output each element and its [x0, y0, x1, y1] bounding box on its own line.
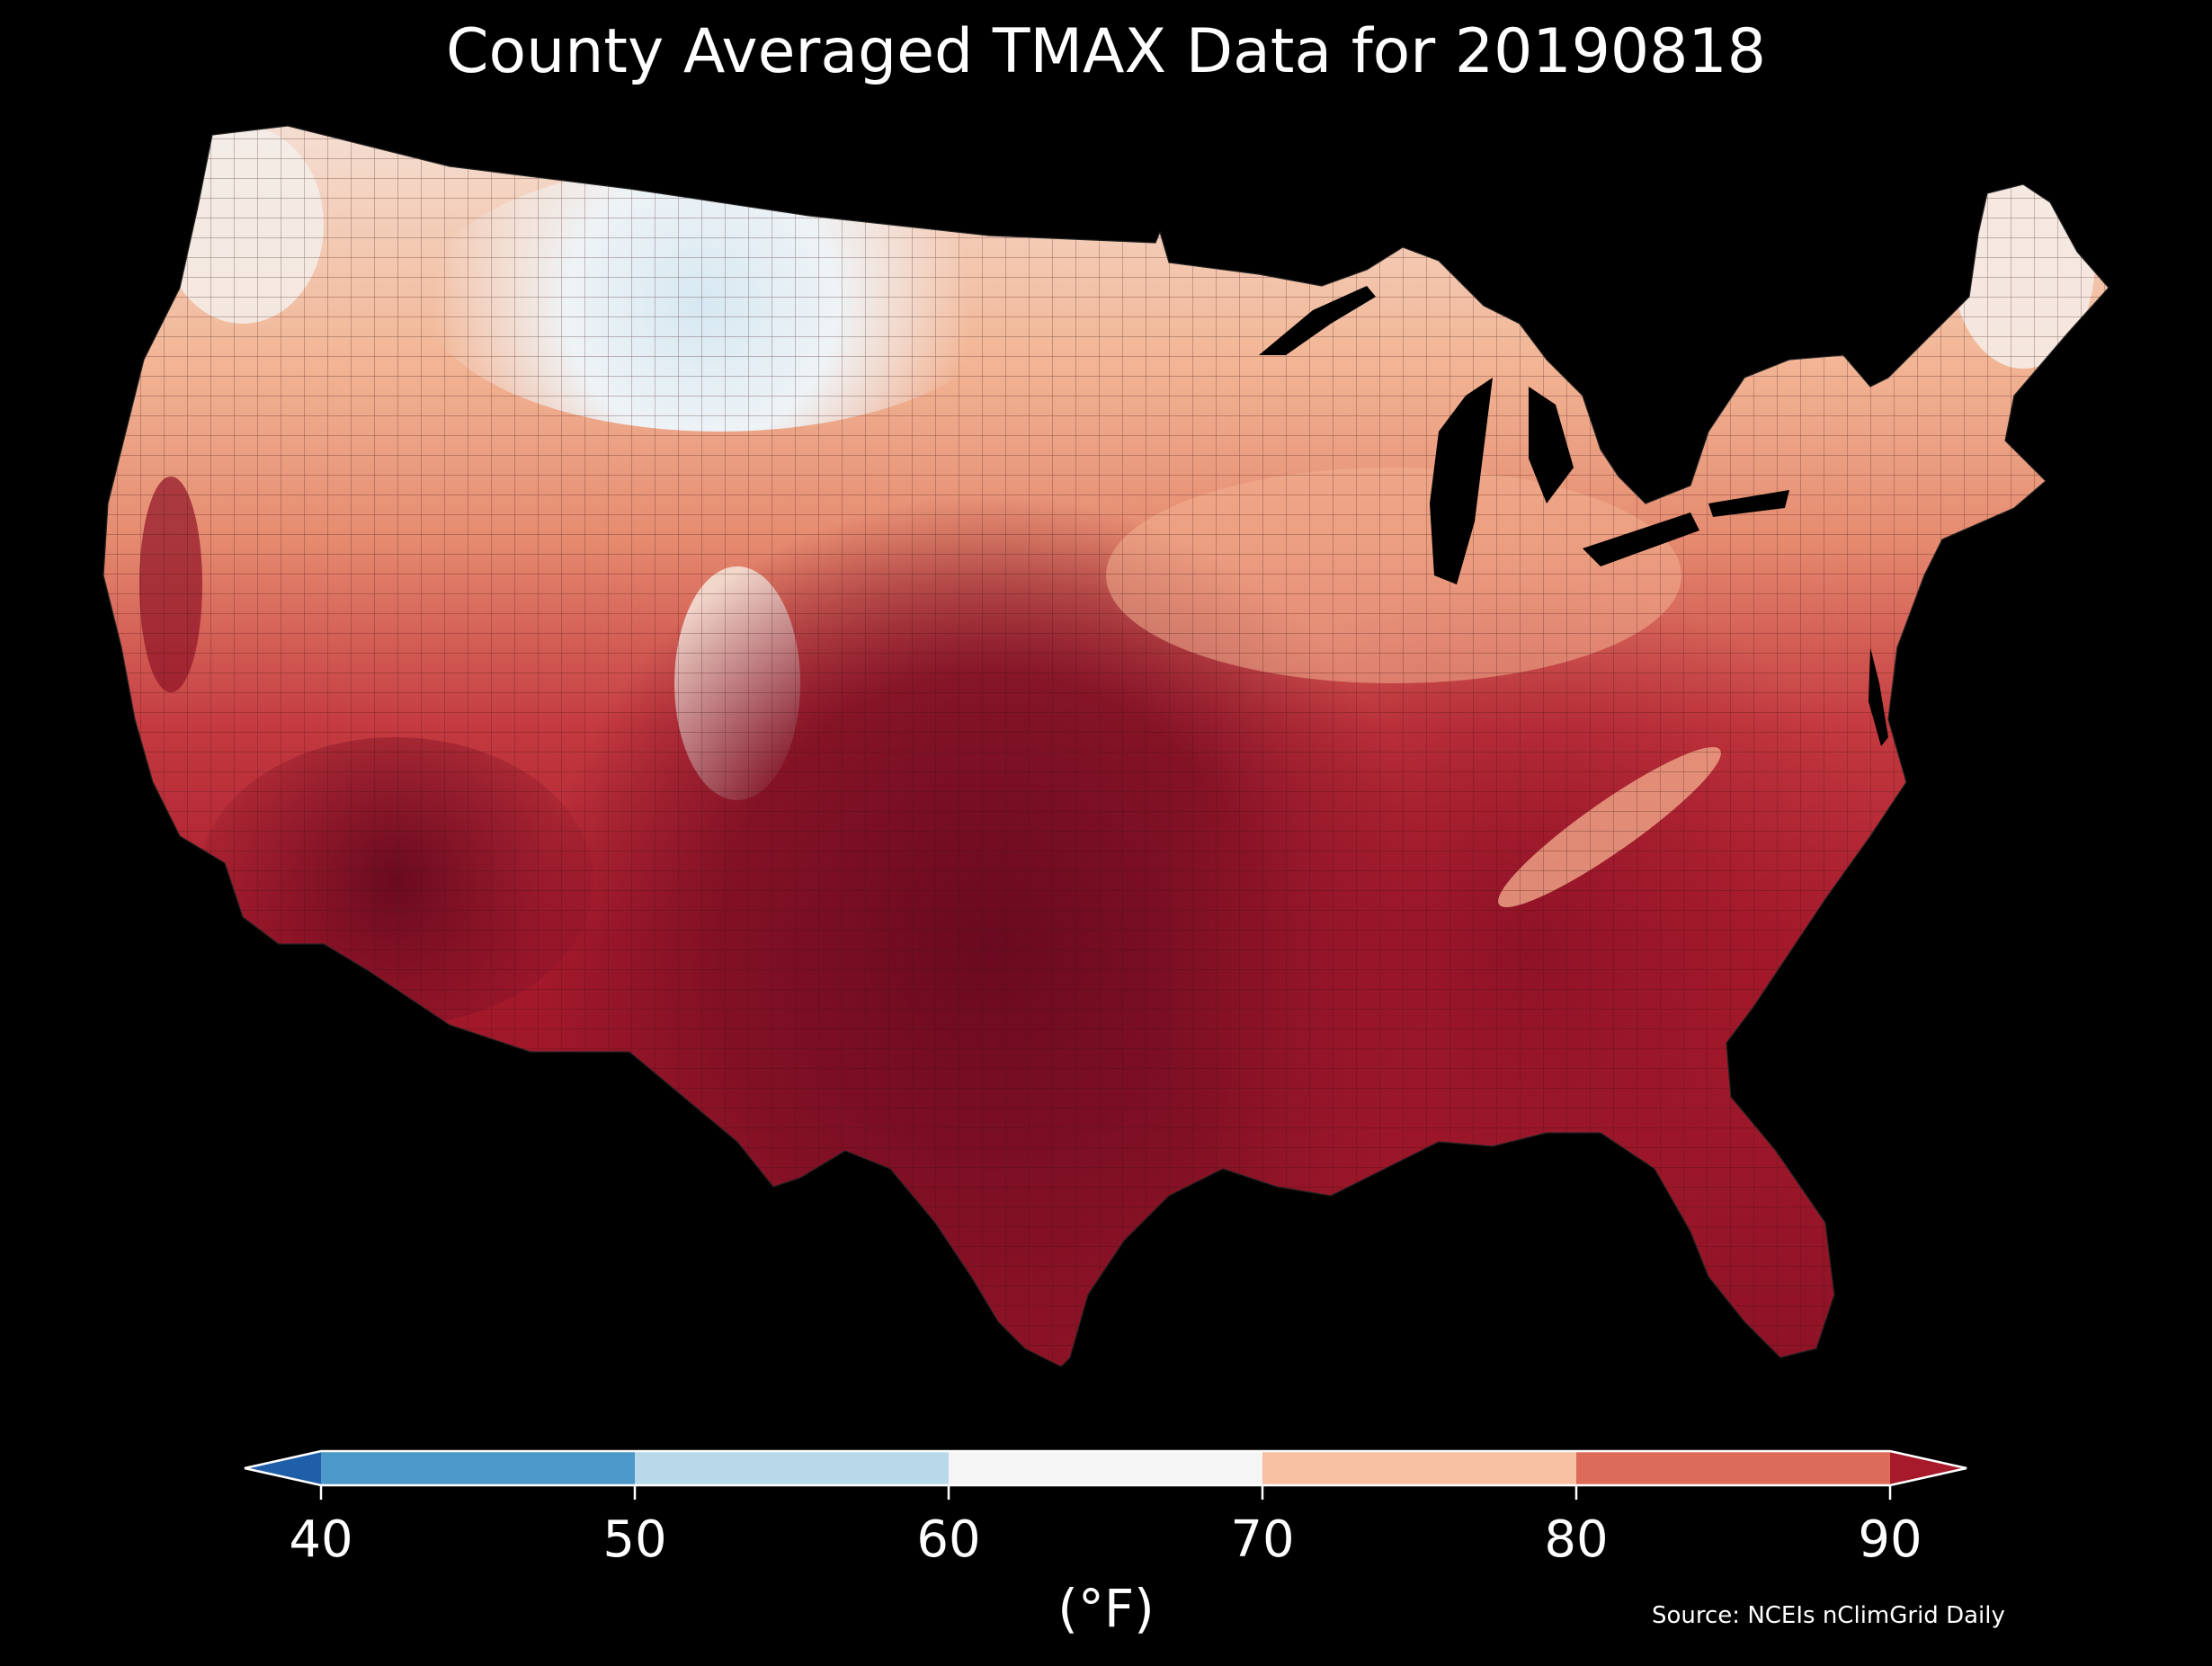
- colorbar-unit-label: (°F): [1057, 1578, 1155, 1639]
- source-credit: Source: NCEIs nClimGrid Daily: [1652, 1602, 2005, 1629]
- map-title: County Averaged TMAX Data for 20190818: [446, 16, 1766, 87]
- colorbar-over-arrow: [1890, 1451, 1967, 1485]
- colorbar-under-arrow: [245, 1451, 321, 1485]
- colorbar-bin: [1262, 1451, 1576, 1485]
- great-lakes: [1259, 286, 1789, 584]
- us-county-map: [103, 125, 2109, 1368]
- colorbar-bin: [635, 1451, 949, 1485]
- chesapeake-bay: [1869, 647, 1888, 746]
- colorbar-tick-label: 60: [916, 1510, 981, 1569]
- colorbar-tick-label: 50: [602, 1510, 667, 1569]
- colorbar-tick-label: 90: [1858, 1510, 1922, 1569]
- colorbar-bin: [949, 1451, 1262, 1485]
- colorbar-bin: [1576, 1451, 1890, 1485]
- colorbar-tick-label: 80: [1544, 1510, 1609, 1569]
- colorbar-tick-label: 40: [289, 1510, 353, 1569]
- colorbar-tick-label: 70: [1230, 1510, 1295, 1569]
- colorbar-bin: [321, 1451, 635, 1485]
